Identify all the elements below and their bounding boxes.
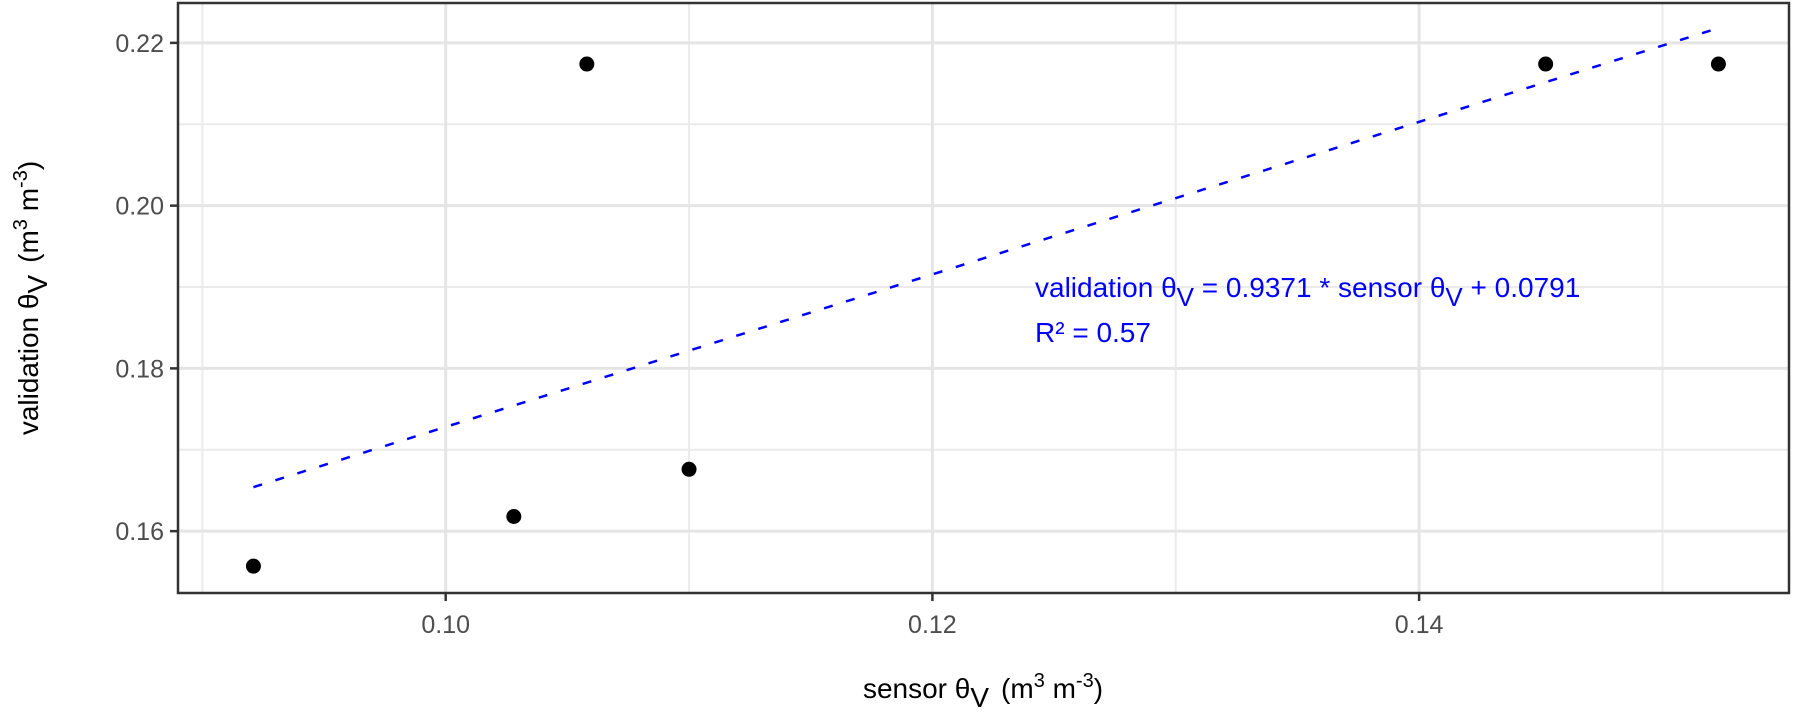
y-tick-label: 0.20: [115, 193, 164, 221]
data-point: [506, 509, 522, 525]
data-point: [681, 461, 697, 477]
x-tick-label: 0.10: [421, 611, 470, 639]
data-point: [245, 558, 261, 574]
data-point: [1538, 56, 1554, 72]
y-axis-label: validation θV(m3 m-3): [10, 161, 53, 435]
fit-line: [253, 26, 1719, 489]
y-tick-label: 0.16: [115, 518, 164, 546]
equation-annotation: validation θV = 0.9371 * sensor θV + 0.0…: [1035, 272, 1580, 312]
r-squared-annotation: R² = 0.57: [1035, 317, 1151, 348]
y-tick-label: 0.18: [115, 355, 164, 383]
x-tick-label: 0.12: [908, 611, 957, 639]
data-point: [579, 56, 595, 72]
x-axis-label: sensor θV (m3 m-3): [863, 670, 1103, 713]
major-gridlines: [178, 3, 1789, 593]
plot-panel-border: [176, 1, 1791, 595]
regression-line: [253, 26, 1719, 489]
data-point: [1710, 56, 1726, 72]
data-points: [245, 56, 1726, 574]
x-axis-ticks: 0.10 0.12 0.14: [421, 593, 1444, 639]
y-axis-ticks: 0.16 0.18 0.20 0.22: [115, 30, 178, 546]
x-tick-label: 0.14: [1395, 611, 1444, 639]
y-tick-label: 0.22: [115, 30, 164, 58]
